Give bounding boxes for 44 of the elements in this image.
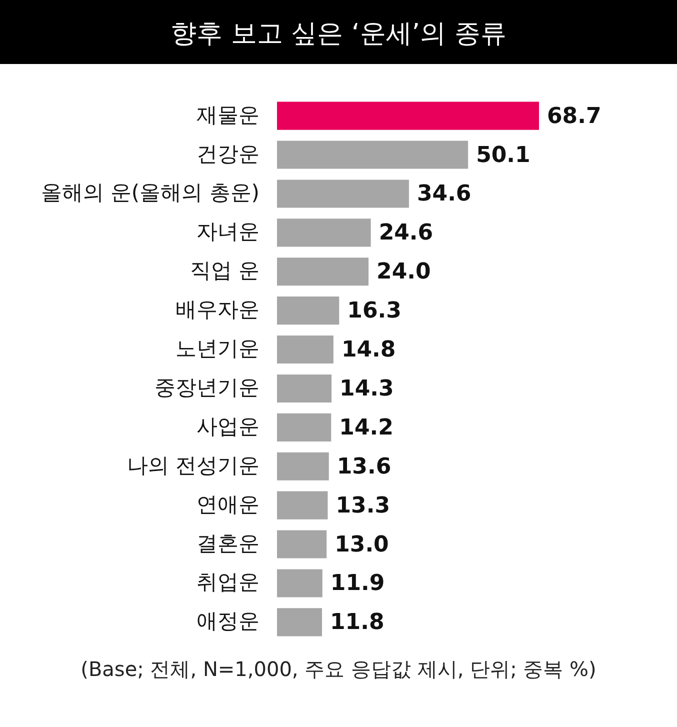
bar [277, 180, 409, 208]
y-tick-label: 취업운 [196, 570, 260, 594]
y-tick-label: 애정운 [196, 609, 260, 634]
data-label: 24.0 [376, 260, 431, 285]
data-label: 14.3 [340, 376, 394, 402]
bar [277, 258, 369, 286]
data-label: 68.7 [547, 104, 602, 129]
data-label: 11.9 [330, 571, 385, 596]
y-tick-label: 연애운 [196, 492, 260, 516]
y-tick-label: 사업운 [196, 414, 260, 438]
y-tick-label: 나의 전성기운 [126, 453, 260, 478]
data-label: 13.0 [334, 532, 389, 558]
bar [277, 530, 327, 558]
data-label: 24.6 [378, 220, 434, 246]
data-label: 34.6 [416, 182, 472, 207]
bar [277, 452, 329, 480]
bar [277, 218, 371, 247]
y-tick-label: 직업 운 [190, 258, 260, 283]
y-tick-label: 자녀운 [196, 220, 260, 244]
bar [277, 140, 468, 169]
data-label: 14.2 [339, 415, 394, 440]
data-label: 14.8 [341, 338, 396, 363]
y-tick-label: 배우자운 [176, 298, 260, 322]
y-tick-label: 중장년기운 [154, 375, 260, 400]
y-tick-label: 결혼운 [196, 531, 260, 556]
y-tick-label: 재물운 [196, 102, 260, 127]
text: (Base; 전체, N=1,000, 주요 응답값 제시, 단위; 중복 %) [80, 656, 598, 683]
data-label: 11.8 [330, 610, 384, 636]
bar [277, 413, 332, 442]
chart-title: 향후 보고 싶은 ‘운세’의 종류 [0, 0, 677, 64]
data-label: 13.6 [336, 454, 392, 480]
y-tick-label: 건강운 [196, 142, 260, 166]
y-tick-label: 노년기운 [176, 336, 260, 361]
data-label: 16.3 [347, 298, 402, 324]
bar [277, 336, 334, 364]
bar [277, 296, 340, 325]
data-label: 50.1 [476, 142, 530, 168]
data-label: 13.3 [336, 493, 390, 518]
bar [277, 374, 332, 402]
bar [277, 569, 322, 598]
bar [277, 608, 322, 636]
y-tick-label: 올해의 운(올해의 총운) [40, 180, 260, 205]
bar [277, 102, 539, 130]
bar [277, 491, 328, 520]
